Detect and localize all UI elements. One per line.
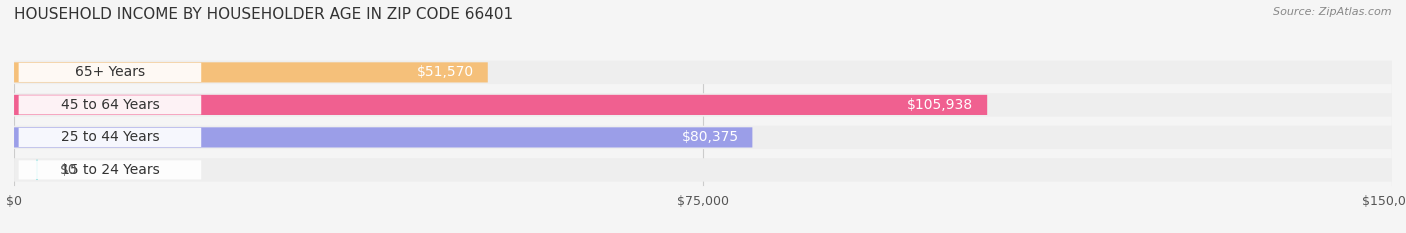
FancyBboxPatch shape	[14, 126, 1392, 149]
FancyBboxPatch shape	[18, 63, 201, 82]
Text: HOUSEHOLD INCOME BY HOUSEHOLDER AGE IN ZIP CODE 66401: HOUSEHOLD INCOME BY HOUSEHOLDER AGE IN Z…	[14, 7, 513, 22]
Text: Source: ZipAtlas.com: Source: ZipAtlas.com	[1274, 7, 1392, 17]
FancyBboxPatch shape	[14, 62, 488, 82]
FancyBboxPatch shape	[18, 160, 201, 179]
Text: $80,375: $80,375	[682, 130, 738, 144]
FancyBboxPatch shape	[18, 128, 201, 147]
Text: 45 to 64 Years: 45 to 64 Years	[60, 98, 159, 112]
Text: 15 to 24 Years: 15 to 24 Years	[60, 163, 159, 177]
FancyBboxPatch shape	[14, 158, 1392, 182]
FancyBboxPatch shape	[14, 61, 1392, 84]
Text: 25 to 44 Years: 25 to 44 Years	[60, 130, 159, 144]
FancyBboxPatch shape	[18, 95, 201, 114]
Text: $105,938: $105,938	[907, 98, 973, 112]
Text: $0: $0	[60, 163, 77, 177]
FancyBboxPatch shape	[14, 93, 1392, 116]
Text: $51,570: $51,570	[416, 65, 474, 79]
Text: 65+ Years: 65+ Years	[75, 65, 145, 79]
FancyBboxPatch shape	[14, 127, 752, 147]
FancyBboxPatch shape	[14, 95, 987, 115]
